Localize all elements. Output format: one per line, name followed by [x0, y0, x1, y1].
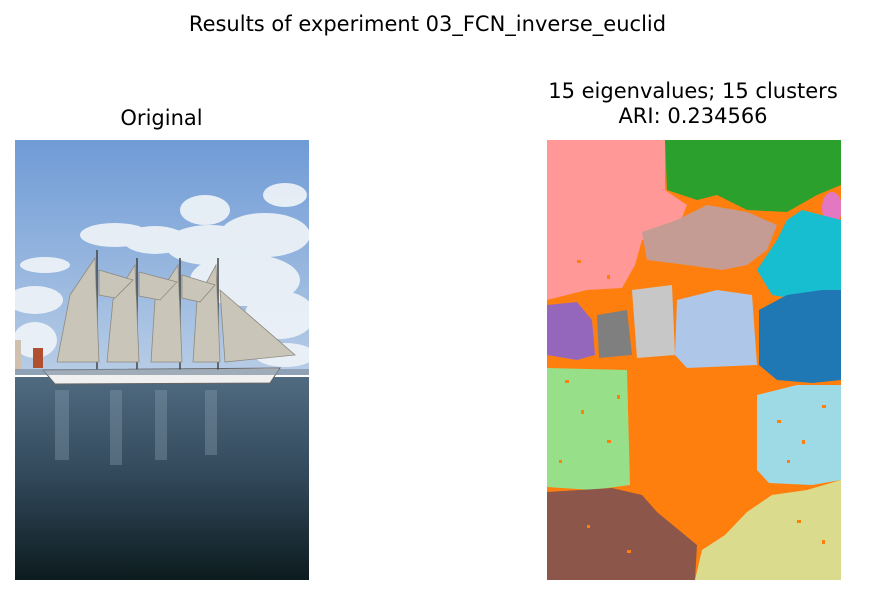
horizon-shore	[15, 369, 309, 375]
cluster-noise-speckles	[559, 260, 826, 553]
cluster-brown	[547, 488, 697, 580]
cluster-lightgreen	[547, 368, 630, 490]
cluster-khaki	[695, 480, 841, 580]
water-reflections	[55, 390, 217, 465]
segmentation-title-line-2: ARI: 0.234566	[618, 104, 768, 128]
cluster-green	[665, 140, 841, 212]
original-image	[15, 140, 309, 580]
original-panel-title: Original	[120, 106, 203, 130]
cluster-salmon	[547, 140, 687, 300]
water	[15, 377, 309, 580]
segmentation-panel-title: 15 eigenvalues; 15 clusters ARI: 0.23456…	[506, 79, 880, 129]
cluster-paleblue	[757, 385, 841, 485]
cluster-blue	[759, 290, 841, 383]
cluster-purple	[547, 302, 595, 360]
cluster-lightblue	[675, 290, 757, 368]
segmentation-title-line-1: 15 eigenvalues; 15 clusters	[548, 79, 838, 103]
cluster-gray	[597, 310, 632, 358]
segmentation-image	[547, 140, 841, 580]
cluster-cyan	[757, 210, 841, 300]
figure-suptitle: Results of experiment 03_FCN_inverse_euc…	[188, 12, 667, 36]
sailing-ship-photo	[15, 140, 309, 580]
cluster-pink	[822, 192, 841, 224]
cluster-rosybrown	[642, 205, 777, 270]
cluster-map	[547, 140, 841, 580]
cluster-silver	[632, 285, 675, 358]
